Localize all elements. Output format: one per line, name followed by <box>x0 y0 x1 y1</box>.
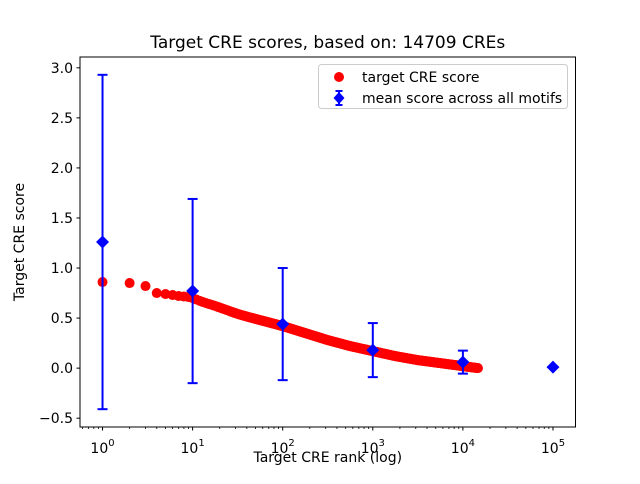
y-tick-label: 2.5 <box>51 111 73 127</box>
target-score-point <box>124 278 135 289</box>
x-tick-label: 100 <box>90 438 114 457</box>
x-tick-label: 105 <box>541 438 565 457</box>
x-tick-label: 104 <box>451 438 475 457</box>
target-score-point <box>140 281 151 292</box>
x-axis-label: Target CRE rank (log) <box>252 450 402 466</box>
chart-title: Target CRE scores, based on: 14709 CREs <box>149 33 505 53</box>
x-tick-label: 102 <box>271 438 295 457</box>
plot-frame <box>79 56 576 428</box>
mean-score-diamond <box>186 284 200 298</box>
x-tick-label: 103 <box>361 438 385 457</box>
mean-score-diamond <box>546 360 560 374</box>
y-tick-label: 0.0 <box>51 361 73 377</box>
y-tick-label: −0.5 <box>39 411 73 427</box>
target-score-series <box>97 277 483 374</box>
mean-score-diamond <box>96 235 110 249</box>
legend-box <box>318 64 568 109</box>
y-tick-label: 1.0 <box>51 261 73 277</box>
legend: target CRE score mean score across all m… <box>318 64 568 109</box>
legend-mean-marker-icon <box>333 90 345 106</box>
legend-target-marker-icon <box>334 72 344 82</box>
y-tick-label: 2.0 <box>51 161 73 177</box>
y-axis-label: Target CRE score <box>12 183 28 302</box>
y-tick-label: 3.0 <box>51 61 73 77</box>
mean-score-series <box>96 73 560 411</box>
axes-ticks: 100 101 102 103 104 105 −0.5 0.0 0.5 1.0 1.5 2.0 2.5… <box>39 61 565 457</box>
x-tick-label: 101 <box>181 438 205 457</box>
mean-score-diamond <box>366 343 380 357</box>
legend-mean-label: mean score across all motifs <box>362 91 562 107</box>
mean-score-diamond <box>276 317 290 331</box>
y-tick-label: 0.5 <box>51 311 73 327</box>
legend-target-label: target CRE score <box>362 70 479 86</box>
mean-score-diamond <box>456 355 470 369</box>
target-score-point <box>472 363 483 374</box>
target-score-point <box>151 288 162 299</box>
y-tick-label: 1.5 <box>51 211 73 227</box>
